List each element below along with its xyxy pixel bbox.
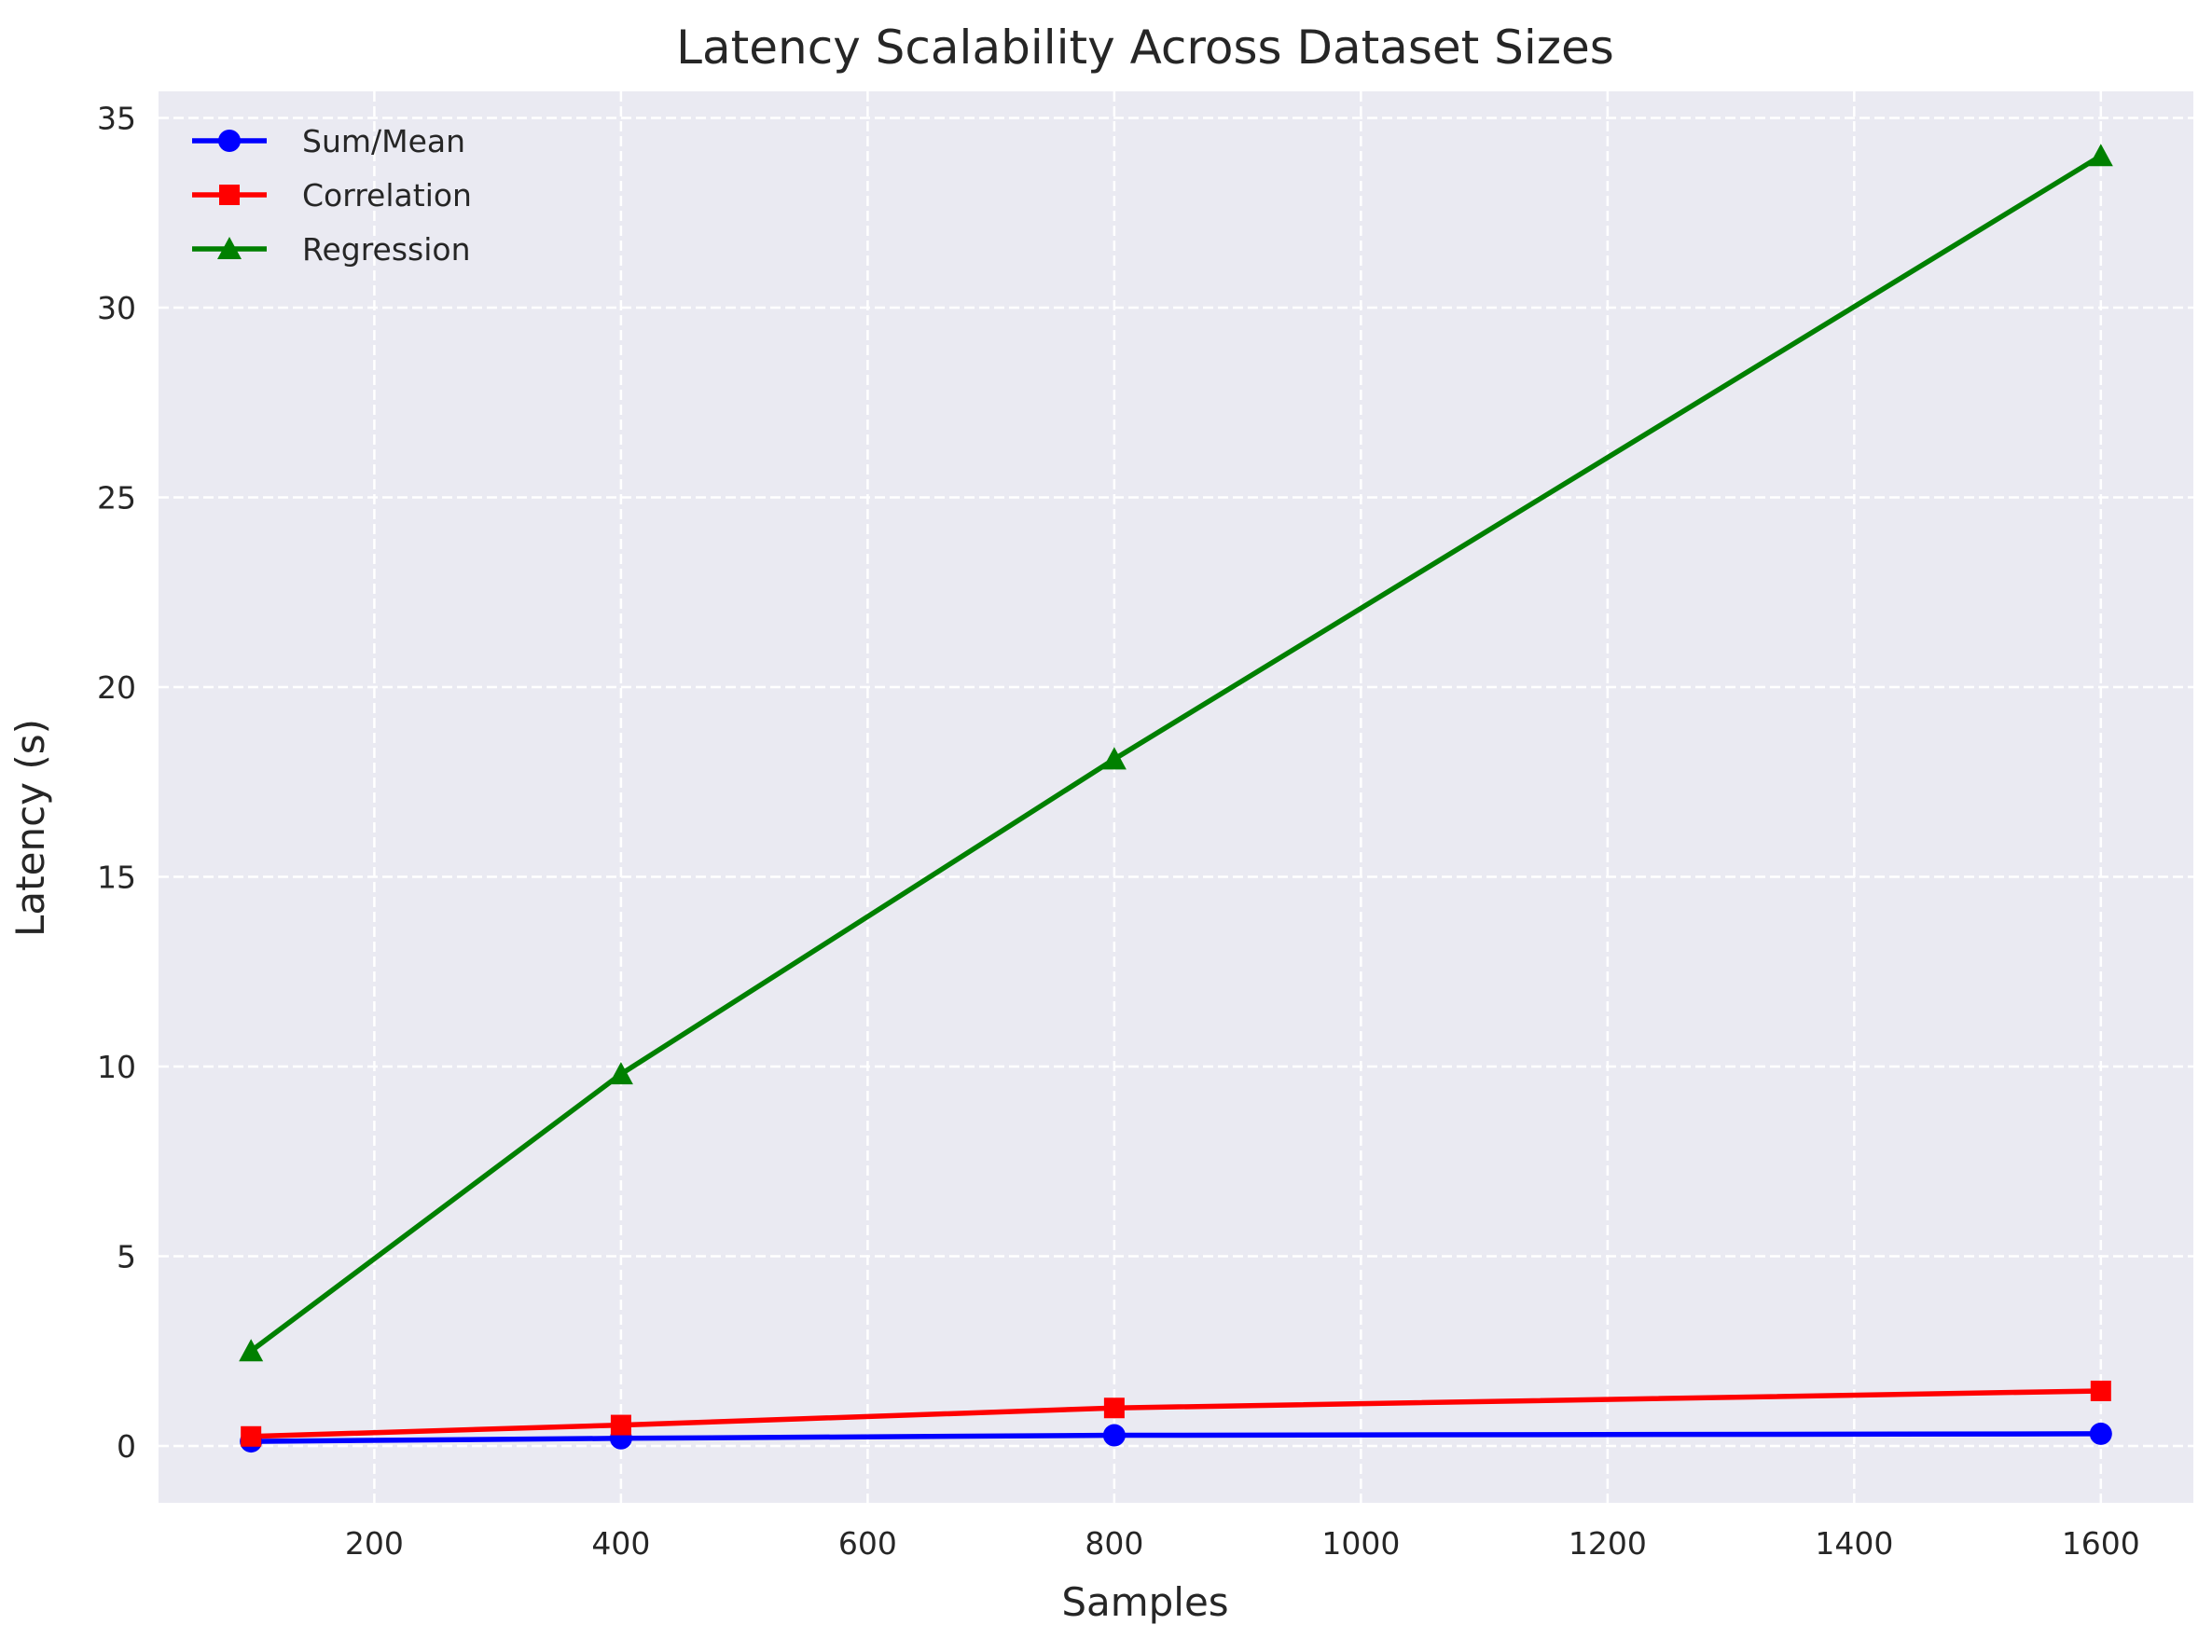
tick-layer: 200 400 600 800 1000 1200 1400 1600 0 5 10 15 20 25 30… bbox=[97, 100, 2140, 1562]
y-tick-label: 25 bbox=[97, 479, 136, 516]
series-line bbox=[251, 1431, 2101, 1444]
x-tick-label: 200 bbox=[345, 1525, 404, 1562]
y-tick-label: 35 bbox=[97, 100, 136, 136]
legend-marker bbox=[218, 130, 241, 152]
legend: Sum/Mean Correlation Regression bbox=[192, 123, 472, 268]
legend-marker bbox=[217, 237, 242, 260]
series-line bbox=[249, 153, 2103, 1354]
legend-item: Sum/Mean bbox=[192, 123, 465, 159]
legend-label: Sum/Mean bbox=[302, 123, 465, 159]
y-tick-label: 5 bbox=[117, 1238, 136, 1274]
legend-item: Regression bbox=[192, 231, 471, 268]
x-tick-label: 600 bbox=[838, 1525, 897, 1562]
data-point bbox=[2088, 144, 2113, 167]
data-point bbox=[1101, 747, 1127, 770]
y-tick-label: 30 bbox=[97, 290, 136, 326]
data-point bbox=[1103, 1397, 1125, 1419]
legend-marker bbox=[219, 185, 240, 205]
y-tick-label: 10 bbox=[97, 1049, 136, 1085]
data-point bbox=[239, 1339, 264, 1362]
x-tick-label: 1000 bbox=[1321, 1525, 1400, 1562]
series-sum-mean bbox=[240, 1422, 2112, 1453]
legend-label: Correlation bbox=[302, 177, 472, 213]
legend-label: Regression bbox=[302, 231, 471, 268]
x-tick-label: 400 bbox=[591, 1525, 650, 1562]
series-regression bbox=[239, 144, 2113, 1362]
x-axis-label: Samples bbox=[1061, 1579, 1228, 1625]
chart-title: Latency Scalability Across Dataset Sizes bbox=[676, 21, 1614, 75]
data-point bbox=[608, 1062, 633, 1085]
data-point bbox=[610, 1414, 631, 1436]
data-point bbox=[241, 1425, 262, 1447]
x-tick-label: 1600 bbox=[2062, 1525, 2140, 1562]
y-tick-label: 15 bbox=[97, 859, 136, 895]
x-tick-label: 800 bbox=[1085, 1525, 1143, 1562]
series-layer bbox=[239, 144, 2113, 1453]
x-tick-label: 1400 bbox=[1815, 1525, 1893, 1562]
series-correlation bbox=[241, 1380, 2111, 1447]
legend-item: Correlation bbox=[192, 177, 472, 213]
y-tick-label: 0 bbox=[117, 1428, 136, 1465]
data-point bbox=[2089, 1422, 2112, 1445]
data-point bbox=[2090, 1380, 2111, 1401]
y-tick-label: 20 bbox=[97, 669, 136, 706]
series-line bbox=[251, 1388, 2101, 1439]
plot-area bbox=[159, 91, 2193, 1503]
x-tick-label: 1200 bbox=[1569, 1525, 1647, 1562]
data-point bbox=[1102, 1424, 1126, 1447]
grid-layer bbox=[159, 91, 2193, 1503]
y-axis-label: Latency (s) bbox=[7, 719, 53, 937]
